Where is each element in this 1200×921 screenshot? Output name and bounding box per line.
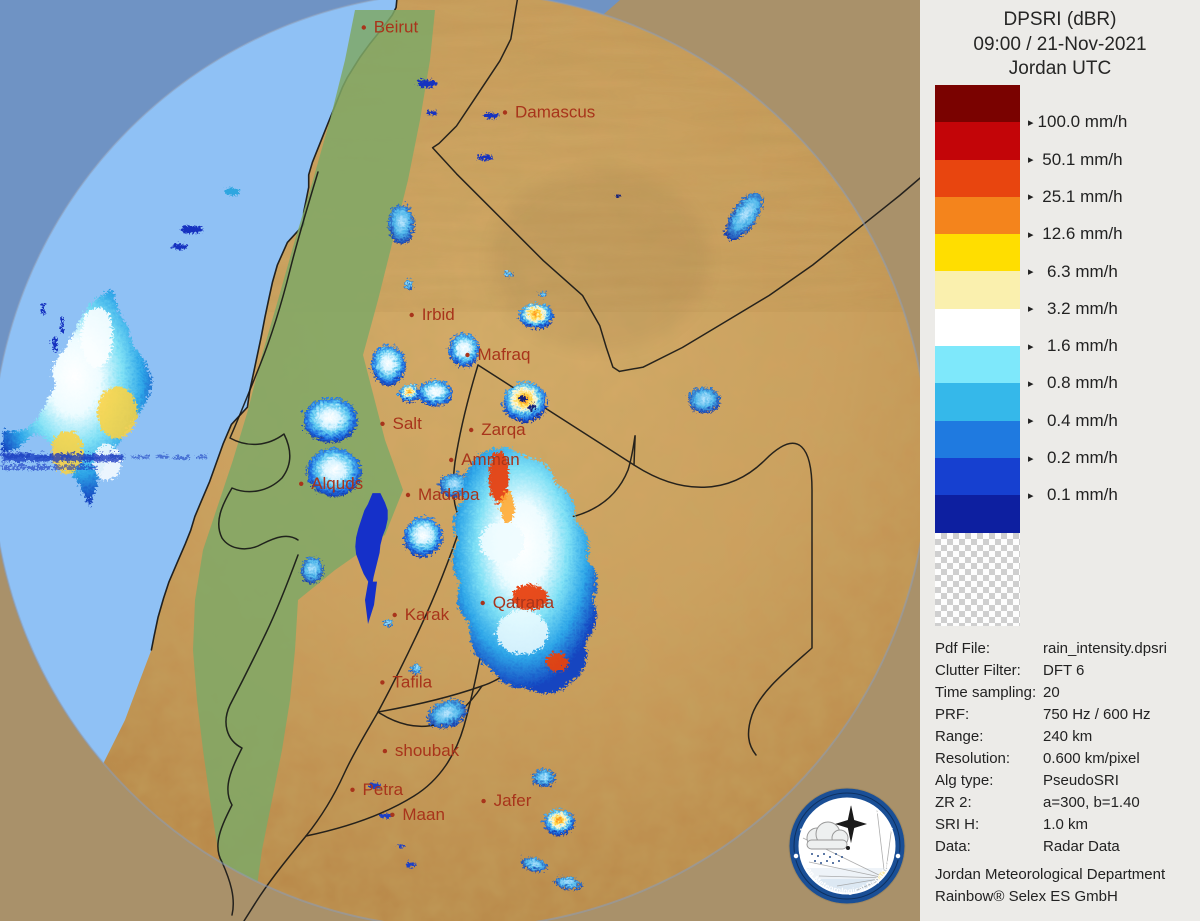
svg-text:Amman: Amman bbox=[461, 450, 520, 469]
svg-text:Jafer: Jafer bbox=[494, 791, 532, 810]
svg-text:Damascus: Damascus bbox=[515, 103, 595, 122]
svg-text:Petra: Petra bbox=[363, 780, 404, 799]
svg-text:Alquds: Alquds bbox=[311, 474, 363, 493]
svg-text:Maan: Maan bbox=[402, 805, 445, 824]
svg-text:Madaba: Madaba bbox=[418, 485, 480, 504]
svg-text:Mafraq: Mafraq bbox=[478, 345, 531, 364]
svg-text:shoubak: shoubak bbox=[395, 741, 460, 760]
svg-text:Salt: Salt bbox=[393, 414, 423, 433]
svg-text:Beirut: Beirut bbox=[374, 18, 419, 37]
svg-text:Karak: Karak bbox=[405, 605, 450, 624]
svg-text:Qatrana: Qatrana bbox=[493, 593, 555, 612]
svg-text:Zarqa: Zarqa bbox=[481, 420, 526, 439]
svg-text:Irbid: Irbid bbox=[422, 305, 455, 324]
svg-text:Tafila: Tafila bbox=[392, 672, 432, 691]
